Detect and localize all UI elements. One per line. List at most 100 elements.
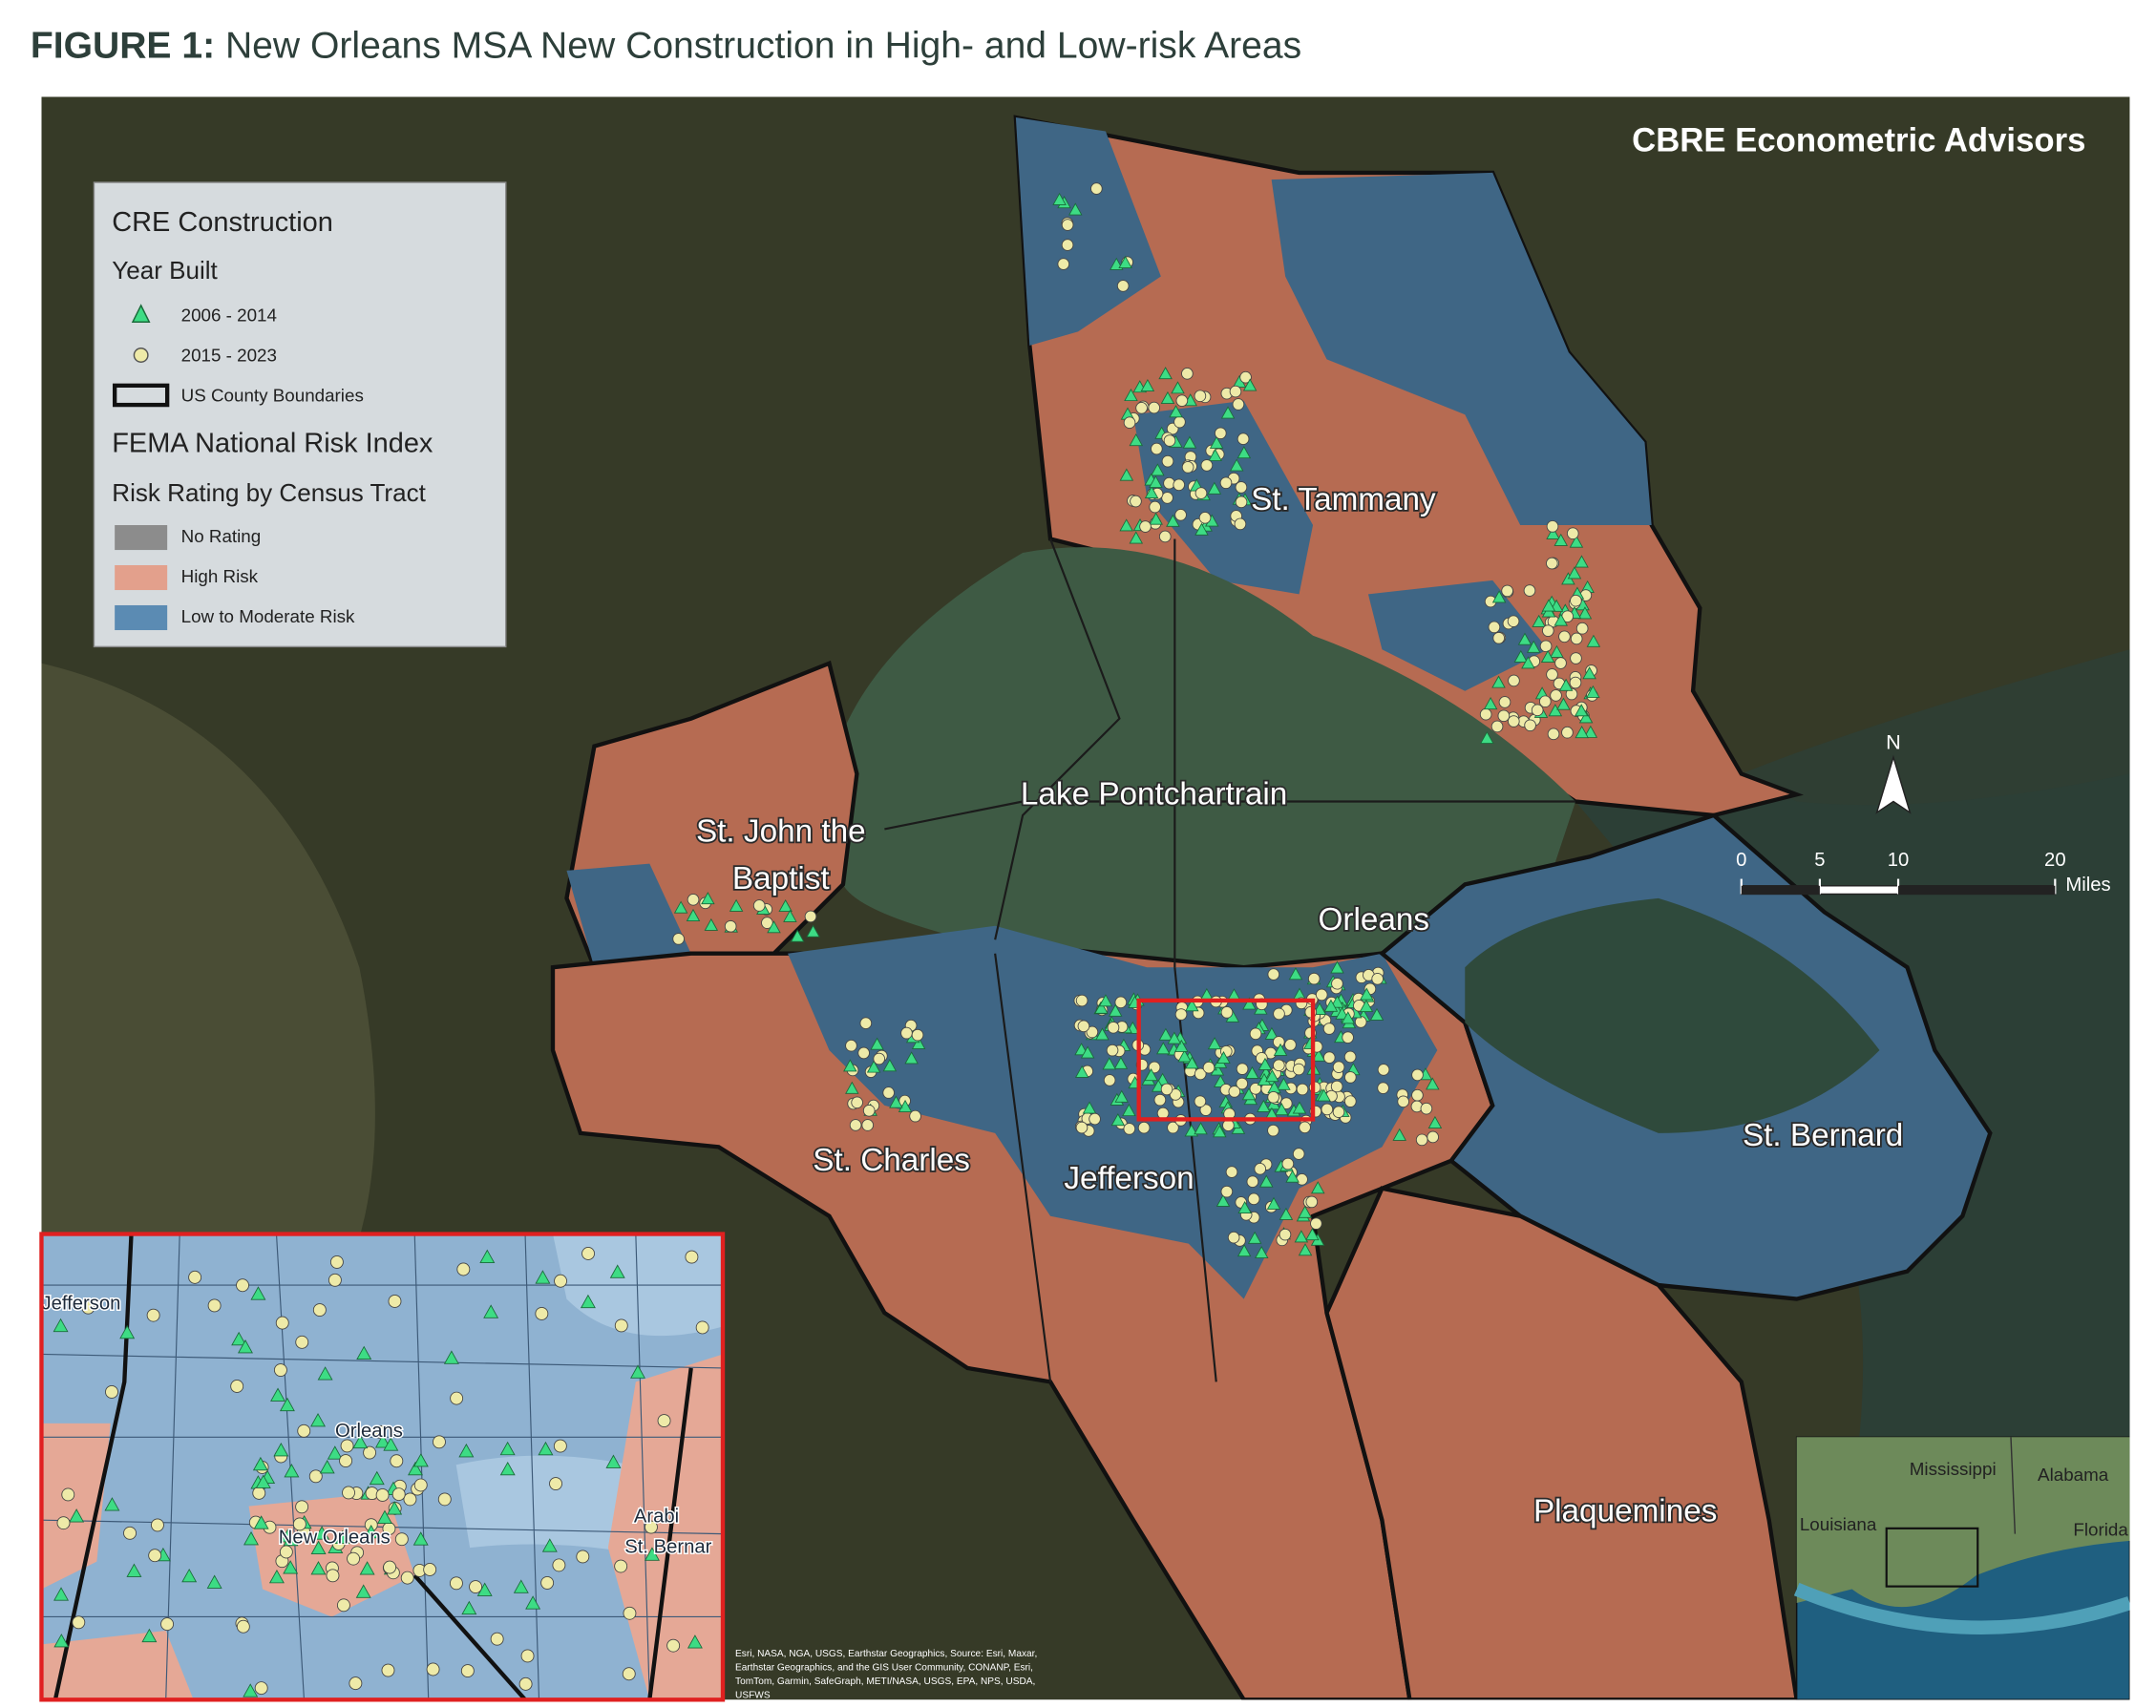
marker-circle	[1377, 1064, 1390, 1076]
marker-circle	[329, 1255, 344, 1269]
map: CBRE Econometric Advisors St. Tammany La…	[41, 96, 2130, 1700]
marker-triangle	[255, 1474, 271, 1488]
marker-circle	[1174, 508, 1187, 521]
marker-triangle	[310, 1561, 327, 1575]
marker-circle	[1174, 1008, 1188, 1021]
marker-circle	[857, 1046, 870, 1060]
marker-circle	[339, 1454, 353, 1468]
marker-circle	[1497, 709, 1511, 723]
marker-circle	[1181, 368, 1194, 380]
marker-triangle	[273, 1443, 289, 1457]
marker-circle	[873, 1052, 885, 1065]
marker-circle	[1273, 1007, 1285, 1021]
marker-circle	[1149, 500, 1161, 514]
marker-circle	[1542, 624, 1554, 637]
marker-circle	[340, 1439, 354, 1453]
legend-item: Low to Moderate Risk	[181, 606, 355, 626]
marker-circle	[1554, 657, 1567, 669]
marker-triangle	[310, 1540, 327, 1554]
marker-triangle	[352, 1434, 369, 1449]
marker-circle	[456, 1262, 471, 1276]
marker-circle	[1546, 557, 1558, 570]
marker-circle	[1292, 1063, 1305, 1076]
marker-triangle	[1171, 381, 1185, 394]
marker-circle	[1292, 1148, 1305, 1160]
marker-circle	[275, 1316, 289, 1330]
marker-circle	[423, 1563, 437, 1576]
marker-triangle	[1292, 1101, 1307, 1114]
attribution-line: Esri, NASA, NGA, USGS, Earthstar Geograp…	[735, 1649, 1037, 1659]
marker-circle	[1139, 520, 1152, 533]
legend: CRE Construction Year Built 2006 - 2014 …	[93, 181, 507, 648]
marker-triangle	[904, 1051, 919, 1065]
marker-triangle	[252, 1456, 268, 1471]
marker-triangle	[1491, 675, 1506, 688]
marker-triangle	[1068, 202, 1083, 216]
marker-triangle	[181, 1568, 198, 1583]
legend-circle	[133, 348, 149, 363]
legend-swatch	[115, 525, 168, 551]
marker-circle	[1411, 1068, 1424, 1082]
marker-triangle	[104, 1497, 120, 1511]
marker-triangle	[1169, 405, 1183, 418]
place-label: Jefferson	[1064, 1161, 1194, 1196]
high-risk-tract	[607, 1354, 724, 1700]
legend-item: US County Boundaries	[181, 385, 364, 405]
marker-circle	[1501, 584, 1513, 598]
marker-circle	[326, 1569, 340, 1583]
marker-triangle	[1392, 1128, 1406, 1141]
marker-circle	[1234, 517, 1247, 531]
marker-circle	[1220, 1006, 1234, 1019]
marker-circle	[1508, 715, 1520, 727]
marker-triangle	[283, 1560, 299, 1574]
marker-triangle	[1575, 726, 1589, 739]
marker-circle	[1163, 476, 1175, 490]
marker-circle	[148, 1549, 162, 1563]
marker-circle	[230, 1380, 244, 1393]
marker-circle	[1427, 1130, 1439, 1144]
marker-triangle	[363, 1524, 379, 1539]
marker-circle	[1570, 632, 1583, 645]
attribution-line: TomTom, Garmin, SafeGraph, METI/NASA, US…	[735, 1676, 1035, 1687]
figure-label: FIGURE 1:	[31, 26, 215, 67]
marker-circle	[554, 1274, 567, 1288]
marker-circle	[279, 1545, 293, 1559]
marker-circle	[1570, 652, 1582, 664]
credit: CBRE Econometric Advisors	[1632, 122, 2085, 158]
marker-circle	[1254, 1163, 1267, 1175]
marker-circle	[347, 1551, 361, 1566]
marker-triangle	[1310, 1181, 1325, 1194]
marker-circle	[1198, 511, 1212, 524]
marker-circle	[1371, 973, 1384, 985]
marker-circle	[1296, 1173, 1308, 1186]
marker-triangle	[1521, 656, 1535, 669]
lake-borgne	[1465, 897, 1880, 1133]
place-label: St. John the	[696, 814, 866, 850]
marker-circle	[645, 1520, 658, 1534]
marker-circle	[1167, 1121, 1179, 1134]
marker-triangle	[369, 1470, 385, 1486]
marker-circle	[1181, 461, 1194, 474]
marker-triangle	[1265, 1069, 1279, 1083]
marker-triangle	[882, 1059, 898, 1072]
marker-circle	[1279, 1228, 1292, 1241]
marker-triangle	[1426, 1077, 1440, 1090]
marker-circle	[336, 1598, 350, 1613]
marker-circle	[1077, 1020, 1090, 1033]
marker-circle	[490, 1632, 504, 1646]
marker-circle	[540, 1575, 555, 1590]
scale-segment	[1741, 885, 1820, 895]
marker-circle	[1199, 1104, 1213, 1116]
marker-circle	[1498, 696, 1511, 708]
marker-triangle	[1182, 435, 1197, 449]
marker-circle	[1061, 219, 1074, 231]
marker-circle	[1158, 530, 1172, 543]
marker-triangle	[538, 1441, 554, 1456]
marker-triangle	[412, 1453, 429, 1467]
marker-circle	[1267, 968, 1280, 981]
marker-circle	[188, 1270, 202, 1284]
high-risk-tract	[41, 1423, 111, 1590]
marker-triangle	[1124, 389, 1138, 402]
marker-triangle	[1214, 1074, 1228, 1087]
marker-circle	[552, 1558, 566, 1572]
